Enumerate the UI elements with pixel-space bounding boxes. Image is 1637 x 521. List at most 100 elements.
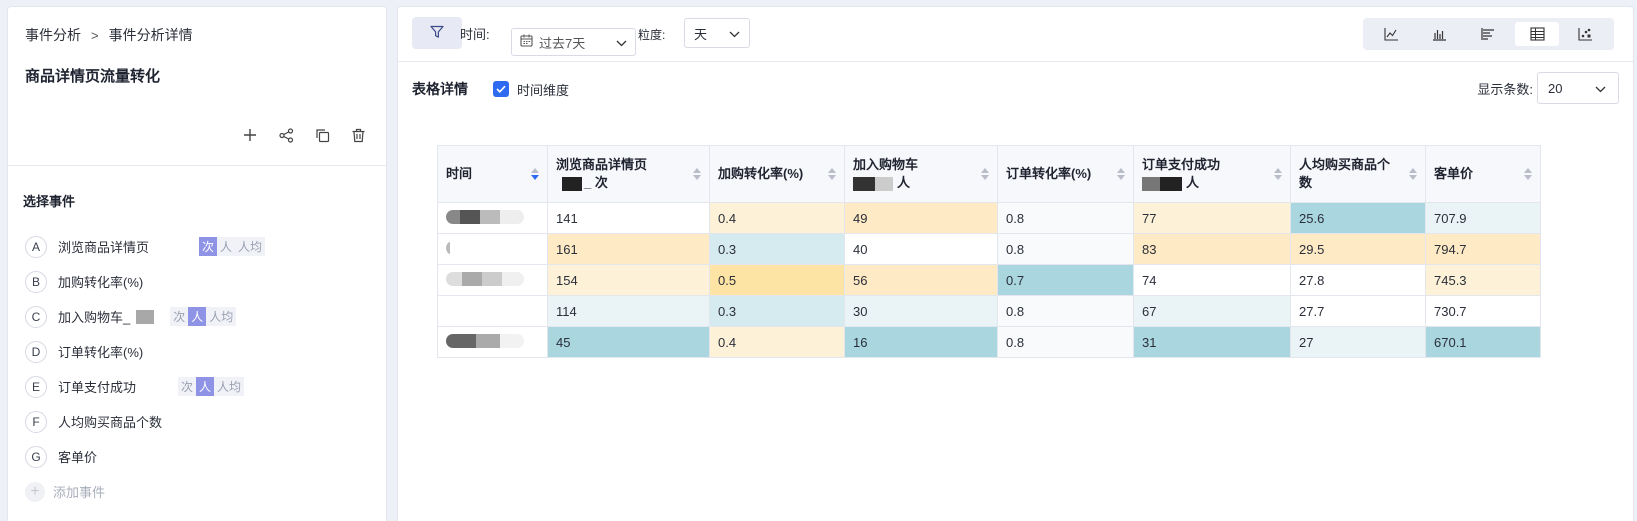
table-cell: 27.7 (1290, 295, 1426, 327)
table-cell: 730.7 (1425, 295, 1541, 327)
table-header-row: 时间 浏览商品详情页 _ 次加购转化率(%) 加入购物车人订单转化率(%) 订单支付成功… (437, 145, 1541, 203)
copy-icon[interactable] (312, 125, 332, 145)
table-cell: 0.7 (997, 264, 1134, 296)
column-header[interactable]: 订单支付成功人 (1133, 145, 1291, 203)
table-title: 表格详情 (412, 81, 468, 97)
table-cell: 0.8 (997, 295, 1134, 327)
sort-icon[interactable] (1117, 168, 1125, 180)
column-title: 加购转化率(%) (718, 166, 804, 181)
time-range-select[interactable]: 过去7天 (511, 28, 636, 56)
filter-icon (430, 25, 444, 42)
column-header[interactable]: 客单价 (1425, 145, 1541, 203)
column-header[interactable]: 订单转化率(%) (997, 145, 1134, 203)
horizontal-bar-icon[interactable] (1466, 22, 1510, 46)
count-mode-option[interactable]: 人均 (214, 377, 245, 396)
table-cell: 154 (547, 264, 710, 296)
time-dimension-checkbox[interactable] (493, 81, 509, 97)
divider (8, 165, 386, 166)
granularity-select[interactable]: 天 (684, 18, 750, 48)
column-title-suffix: 人 (1186, 175, 1200, 190)
sort-icon[interactable] (693, 168, 701, 180)
rows-per-page-select[interactable]: 20 (1537, 72, 1619, 104)
event-name: 人均购买商品个数 (58, 415, 163, 430)
column-header[interactable]: 加入购物车人 (844, 145, 998, 203)
column-title: 订单支付成功 (1142, 157, 1221, 172)
time-range-value: 过去7天 (539, 35, 586, 51)
event-name: 订单支付成功 (58, 380, 137, 395)
column-title: 加入购物车 (853, 157, 919, 172)
column-title: 人均购买商品个 (1299, 157, 1391, 172)
time-dimension-label[interactable]: 时间维度 (517, 82, 570, 98)
count-mode-option[interactable]: 人 (188, 307, 207, 326)
event-item[interactable]: A 浏览商品详情页 次人人均 (25, 229, 365, 264)
sort-icon[interactable] (1524, 168, 1532, 180)
add-icon[interactable] (240, 125, 260, 145)
event-name: 加购转化率(%) (58, 275, 144, 290)
breadcrumb-root[interactable]: 事件分析 (25, 27, 81, 43)
breadcrumb-current: 事件分析详情 (108, 27, 193, 43)
line-chart-icon[interactable] (1369, 22, 1413, 46)
event-name: 订单转化率(%) (58, 345, 144, 360)
section-title: 选择事件 (23, 194, 76, 209)
event-item[interactable]: C 加入购物车_ 次人人均 (25, 299, 365, 334)
table-cell: 49 (844, 202, 998, 234)
count-mode-option[interactable]: 人均 (235, 237, 266, 256)
event-item[interactable]: D 订单转化率(%) (25, 334, 365, 369)
table-row: 45 0.4 16 0.8 31 27 670.1 (437, 326, 1541, 358)
sort-icon[interactable] (531, 168, 539, 180)
event-item[interactable]: F 人均购买商品个数 (25, 404, 365, 439)
column-title-suffix: 人 (897, 175, 911, 190)
redacted-date (446, 240, 524, 255)
add-event-label: 添加事件 (53, 485, 106, 500)
rows-label: 显示条数: (1477, 81, 1533, 97)
table-cell: 56 (844, 264, 998, 296)
event-name: 客单价 (58, 450, 98, 465)
analysis-result-panel: 时间: 过去7天 粒度: 天 (397, 6, 1634, 521)
column-header[interactable]: 时间 (437, 145, 548, 203)
filter-button[interactable] (412, 17, 462, 49)
table-cell: 40 (844, 233, 998, 265)
granularity-label: 粒度: (638, 28, 666, 42)
sort-icon[interactable] (828, 168, 836, 180)
event-item[interactable]: E 订单支付成功 次人人均 (25, 369, 365, 404)
sort-icon[interactable] (981, 168, 989, 180)
share-icon[interactable] (276, 125, 296, 145)
column-header[interactable]: 浏览商品详情页 _ 次 (547, 145, 710, 203)
count-mode-option[interactable]: 次 (178, 377, 197, 396)
sort-icon[interactable] (1409, 168, 1417, 180)
date-cell (437, 326, 548, 358)
redacted-date (446, 209, 524, 224)
count-mode-option[interactable]: 次 (199, 237, 218, 256)
breadcrumb: 事件分析 > 事件分析详情 (25, 25, 193, 45)
table-cell: 45 (547, 326, 710, 358)
count-mode-option[interactable]: 次 (170, 307, 189, 326)
table-row: 161 0.3 40 0.8 83 29.5 794.7 (437, 233, 1541, 265)
bar-chart-icon[interactable] (1418, 22, 1462, 46)
event-letter-badge: A (25, 235, 47, 258)
count-mode-option[interactable]: 人 (217, 237, 236, 256)
table-cell: 77 (1133, 202, 1291, 234)
event-item[interactable]: B 加购转化率(%) (25, 264, 365, 299)
event-letter-badge: B (25, 270, 47, 293)
sort-icon[interactable] (1274, 168, 1282, 180)
scatter-icon[interactable] (1564, 22, 1608, 46)
table-cell: 0.3 (709, 295, 845, 327)
table-cell: 0.4 (709, 202, 845, 234)
table-cell: 67 (1133, 295, 1291, 327)
date-cell (437, 295, 548, 327)
plus-icon: + (25, 481, 45, 502)
table-cell: 31 (1133, 326, 1291, 358)
table-cell: 141 (547, 202, 710, 234)
delete-icon[interactable] (348, 125, 368, 145)
count-mode-option[interactable]: 人均 (206, 307, 237, 326)
column-header[interactable]: 人均购买商品个数 (1290, 145, 1426, 203)
table-cell: 0.3 (709, 233, 845, 265)
breadcrumb-separator: > (91, 27, 99, 43)
count-mode-switch: 次人人均 (199, 237, 266, 256)
event-item[interactable]: G 客单价 (25, 439, 365, 474)
table-cell: 161 (547, 233, 710, 265)
count-mode-option[interactable]: 人 (196, 377, 215, 396)
column-header[interactable]: 加购转化率(%) (709, 145, 845, 203)
add-event-button[interactable]: + 添加事件 (25, 474, 365, 509)
table-icon[interactable] (1515, 22, 1560, 46)
